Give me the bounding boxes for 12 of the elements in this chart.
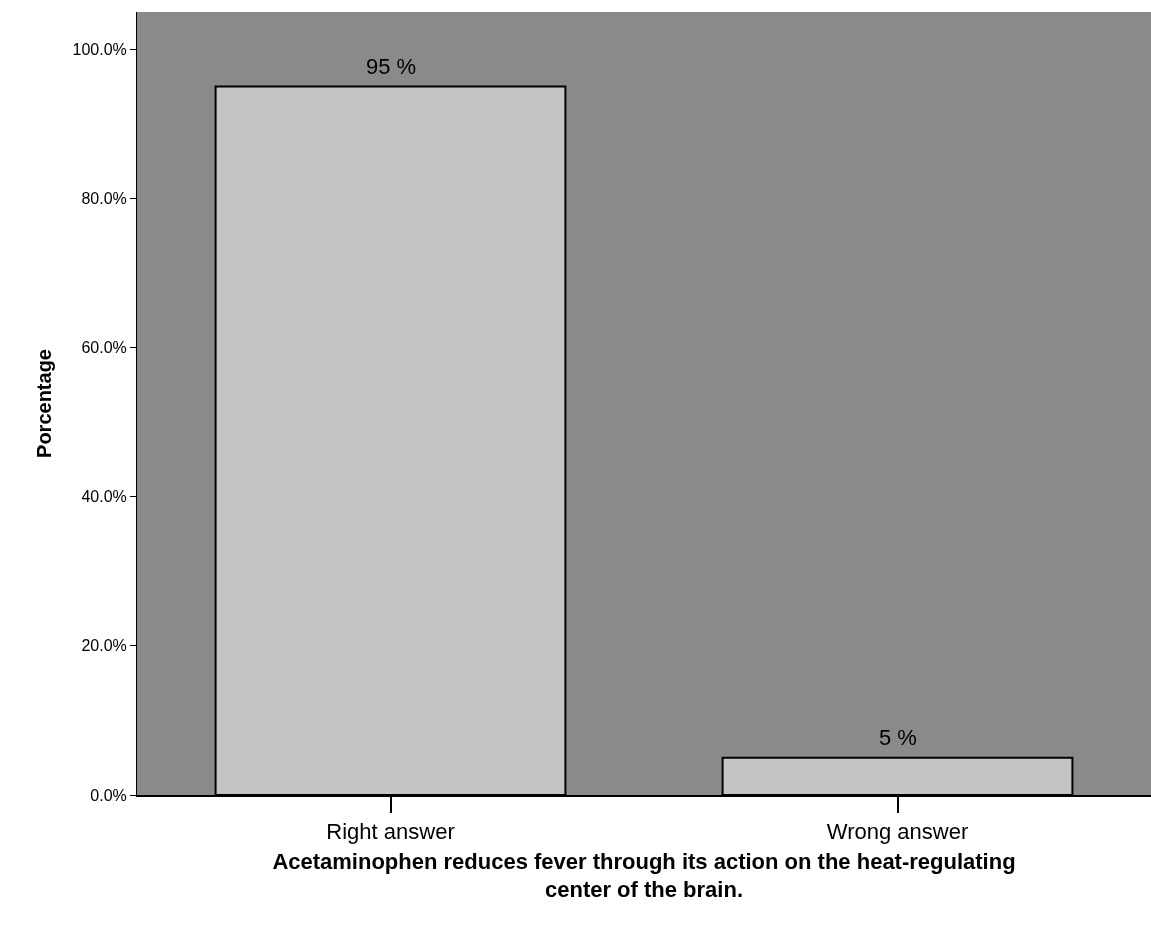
y-tick-label: 40.0%: [81, 488, 127, 506]
y-tick-label: 80.0%: [81, 190, 127, 208]
x-tick-label: Right answer: [326, 819, 455, 845]
y-tick-label: 100.0%: [72, 40, 127, 58]
y-axis-title: Porcentage: [33, 349, 56, 458]
y-tick-label: 0.0%: [90, 786, 127, 804]
x-tick-label: Wrong answer: [826, 819, 969, 845]
data-label: 95 %: [366, 54, 417, 79]
y-tick-label: 20.0%: [81, 637, 127, 655]
x-axis-title: Acetaminophen reduces fever through its action on the heat-regulating center of the brain.: [272, 848, 1016, 903]
y-tick-label: 60.0%: [81, 339, 127, 357]
data-label: 5 %: [879, 725, 917, 750]
